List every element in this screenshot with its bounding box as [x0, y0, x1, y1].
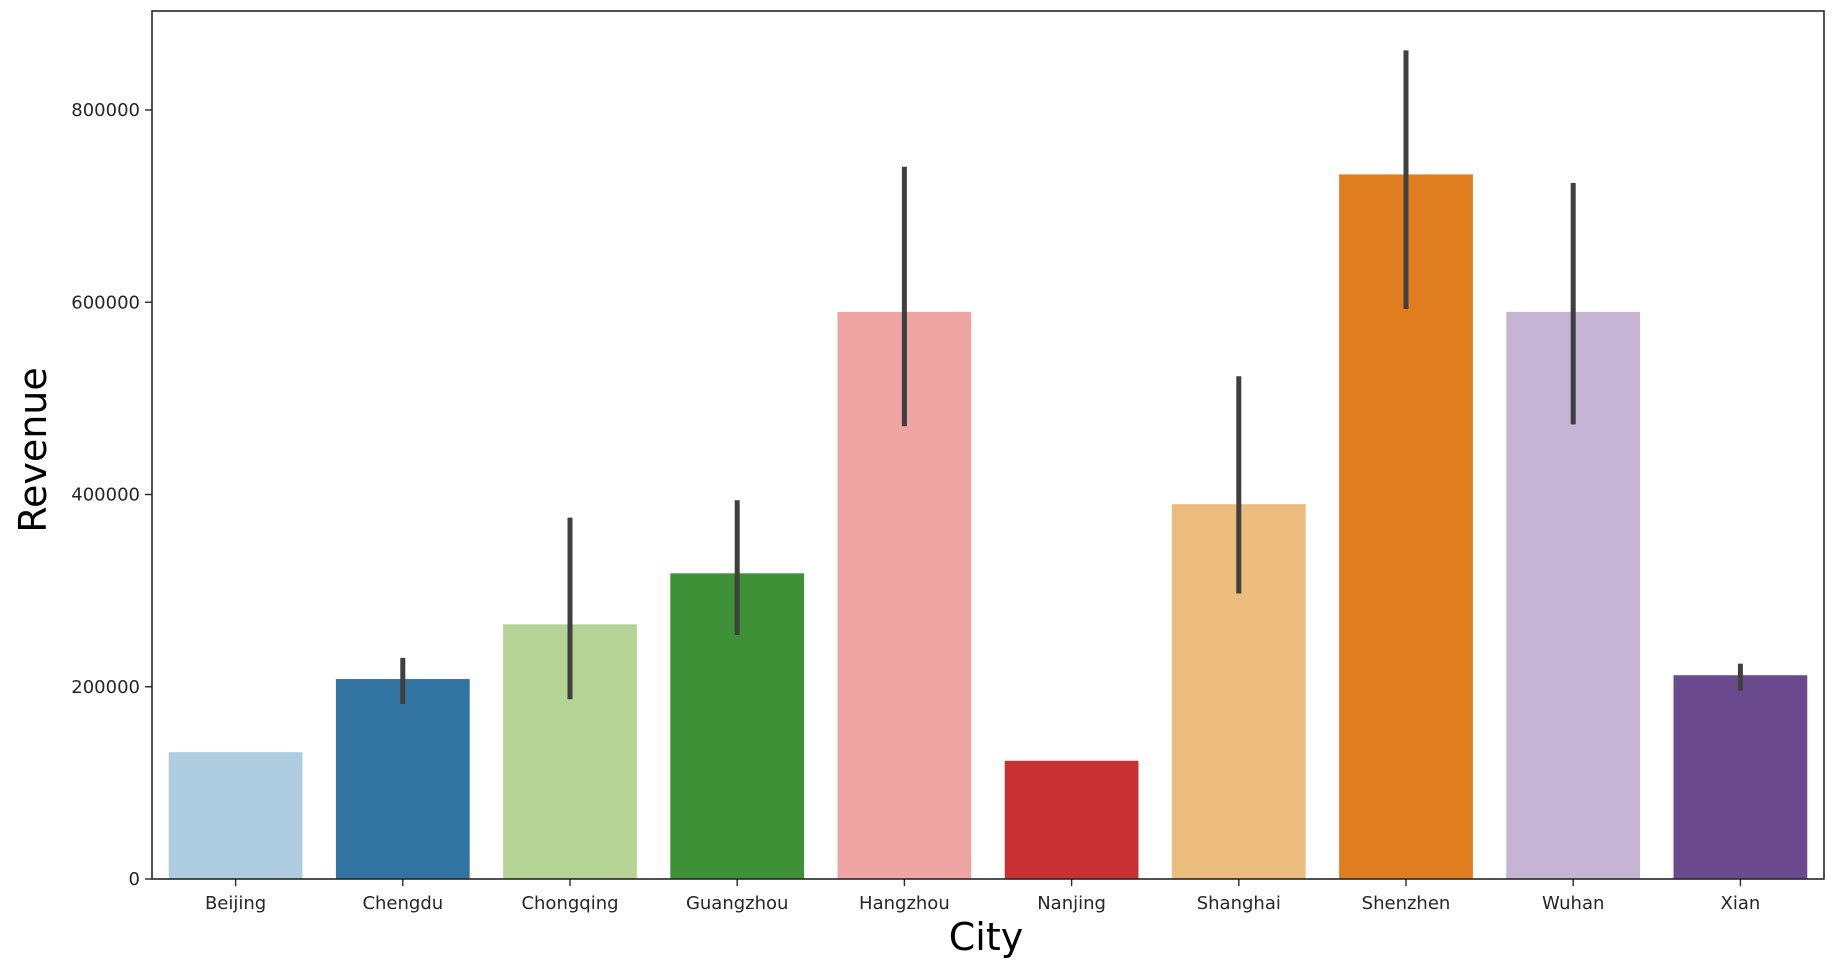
x-tick-label-nanjing: Nanjing	[1037, 893, 1106, 914]
bar-nanjing	[1004, 760, 1139, 879]
error-bars-group	[400, 50, 1743, 705]
bar-chengdu	[335, 679, 470, 879]
y-tick-label-0: 0	[129, 869, 140, 890]
x-tick-label-chengdu: Chengdu	[362, 893, 443, 914]
x-tick-label-hangzhou: Hangzhou	[859, 893, 950, 914]
x-tick-label-xian: Xian	[1721, 893, 1761, 914]
x-tick-label-chongqing: Chongqing	[521, 893, 618, 914]
bar-beijing	[168, 752, 303, 879]
x-axis-label: City	[949, 915, 1023, 959]
bar-xian	[1673, 675, 1808, 879]
y-axis-label: Revenue	[11, 367, 55, 533]
x-tick-label-shanghai: Shanghai	[1197, 893, 1281, 914]
y-tick-label-400000: 400000	[71, 485, 140, 506]
y-axis: 0 200000 400000 600000 800000	[71, 100, 152, 890]
bars-group	[168, 174, 1808, 879]
x-axis: Beijing Chengdu Chongqing Guangzhou Hangzhou…	[205, 879, 1760, 914]
y-tick-label-200000: 200000	[71, 677, 140, 698]
x-tick-label-beijing: Beijing	[205, 893, 266, 914]
plot-frame	[151, 10, 1825, 880]
x-tick-label-shenzhen: Shenzhen	[1362, 893, 1451, 914]
x-tick-label-guangzhou: Guangzhou	[686, 893, 789, 914]
x-tick-label-wuhan: Wuhan	[1542, 893, 1604, 914]
y-tick-label-600000: 600000	[71, 292, 140, 313]
y-tick-label-800000: 800000	[71, 100, 140, 121]
